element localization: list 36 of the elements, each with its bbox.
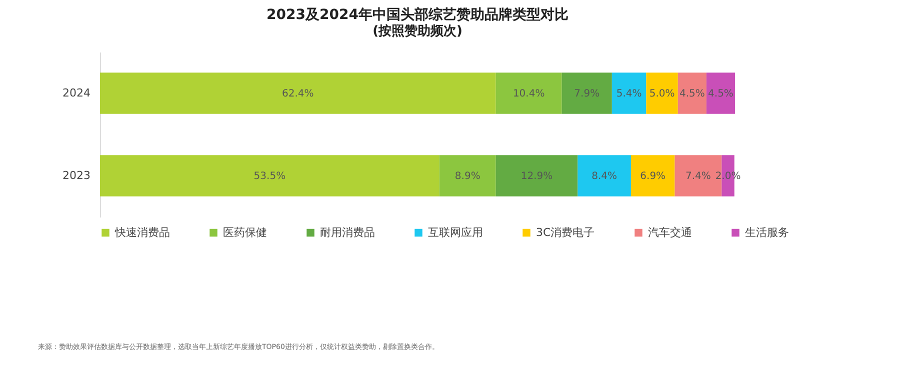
data-label: 4.5% — [708, 88, 734, 100]
bar — [562, 72, 612, 114]
bar — [578, 155, 631, 196]
data-label: 62.4% — [282, 88, 314, 100]
data-label: 4.5% — [679, 88, 705, 100]
chart-title: 2023及2024年中国头部综艺赞助品牌类型对比 — [266, 6, 568, 23]
data-label: 10.4% — [512, 88, 545, 100]
bar — [612, 72, 646, 114]
bar — [630, 155, 675, 196]
legend-label: 耐用消费品 — [320, 226, 375, 239]
bar — [706, 72, 735, 114]
data-label: 12.9% — [520, 170, 553, 182]
data-label: 6.9% — [640, 170, 666, 182]
data-label: 8.4% — [592, 170, 618, 182]
bar — [646, 72, 678, 114]
bar — [100, 155, 440, 196]
legend-label: 快速消费品 — [114, 226, 170, 239]
bar — [439, 155, 496, 196]
legend-label: 互联网应用 — [428, 226, 483, 239]
data-label: 5.4% — [616, 88, 642, 100]
bar — [496, 72, 562, 114]
bar — [678, 72, 706, 114]
bar — [100, 72, 496, 114]
chart-subtitle: (按照赞助频次) — [372, 23, 462, 39]
legend-label: 生活服务 — [745, 226, 789, 239]
y-tick-label: 2024 — [62, 86, 90, 100]
data-label: 7.9% — [574, 88, 600, 100]
data-label: 8.9% — [454, 170, 480, 182]
y-tick-label: 2023 — [62, 168, 90, 182]
data-label: 53.5% — [254, 170, 286, 182]
legend-label: 汽车交通 — [648, 226, 692, 239]
data-label: 7.4% — [686, 170, 711, 182]
bar — [496, 155, 578, 196]
legend-label: 医药保健 — [223, 226, 267, 239]
legend-label: 3C消费电子 — [536, 226, 595, 239]
data-label: 5.0% — [649, 88, 675, 100]
